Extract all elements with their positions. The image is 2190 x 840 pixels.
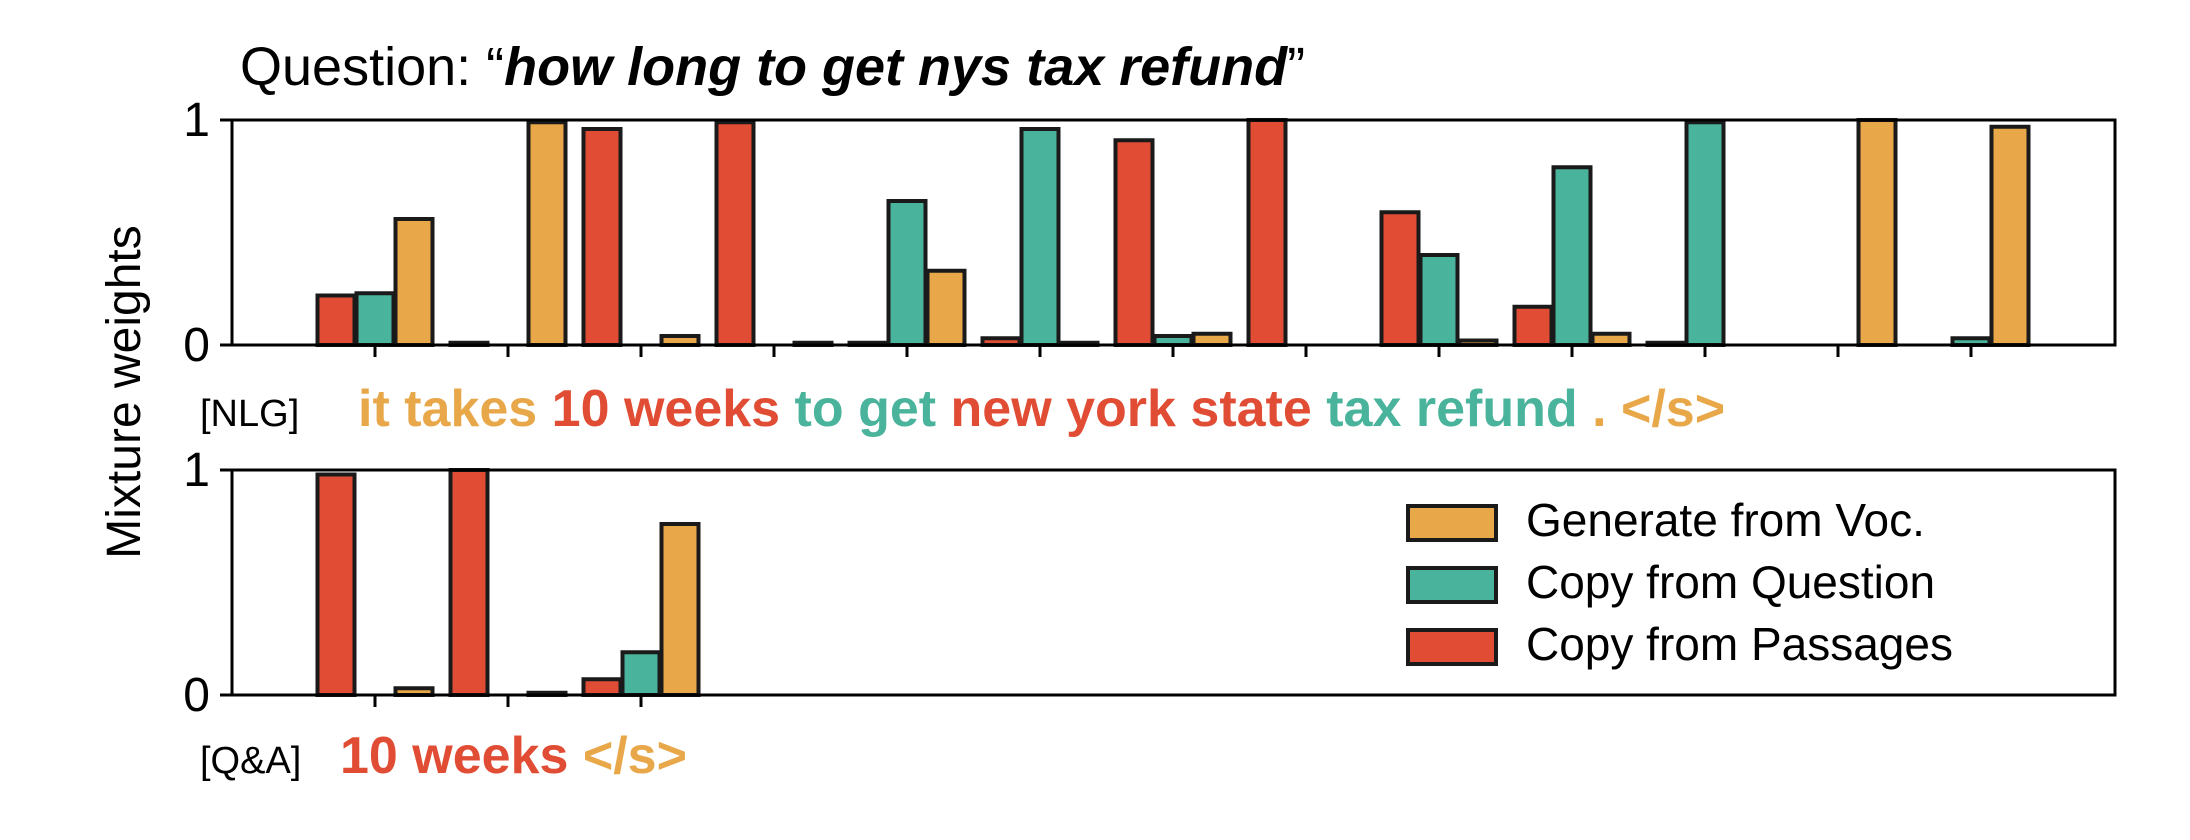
legend-label-copy_q: Copy from Question xyxy=(1526,556,1935,608)
legend-swatch-copy_q xyxy=(1406,566,1498,604)
bar-10-copy_p xyxy=(315,472,357,697)
bar-state-copy_q xyxy=(1418,253,1460,347)
token-label: it xyxy=(358,380,390,438)
bar-tax-gen xyxy=(1590,331,1632,347)
bar-s-gen xyxy=(659,522,701,697)
legend-label-gen: Generate from Voc. xyxy=(1526,494,1925,546)
bar-it-copy_q xyxy=(354,291,396,347)
bar-it-copy_p xyxy=(315,293,357,347)
bar-weeks-copy_p xyxy=(714,120,756,347)
bar-to-copy_q xyxy=(886,199,928,347)
token-label: weeks xyxy=(398,727,569,785)
chart-title: Question: “how long to get nys tax refun… xyxy=(240,36,1305,98)
row-label: [NLG] xyxy=(200,393,299,435)
bar-tax-copy_q xyxy=(1551,165,1593,347)
bar-new-copy_p xyxy=(1113,138,1155,347)
y-tick-label: 1 xyxy=(183,444,210,497)
bar-to-gen xyxy=(925,268,967,347)
legend-swatch-copy_p xyxy=(1406,628,1498,666)
token-label: . xyxy=(1578,380,1607,438)
legend-swatch-gen xyxy=(1406,504,1498,542)
bar-s-copy_q xyxy=(620,650,662,697)
axes-frame xyxy=(230,118,2117,347)
token-label: 10 xyxy=(340,727,398,785)
bar-tax-copy_p xyxy=(1512,304,1554,347)
token-label: state xyxy=(1176,380,1312,438)
nlg-panel: 0 1 [NLG] it takes 10 weeks to get new york… xyxy=(183,94,2117,438)
bar-it-gen xyxy=(393,217,435,347)
token-label: refund xyxy=(1401,380,1577,438)
token-sentence: it takes 10 weeks to get new york state … xyxy=(358,380,1725,438)
token-label: </s> xyxy=(568,727,687,785)
bar-new-gen xyxy=(1191,331,1233,347)
y-tick-label: 0 xyxy=(183,319,210,372)
bar-state-copy_p xyxy=(1379,210,1421,347)
row-label: [Q&A] xyxy=(200,740,301,782)
y-tick-label: 0 xyxy=(183,669,210,722)
legend: Generate from Voc. Copy from Question Copy… xyxy=(1406,494,1953,670)
bar-takes-gen xyxy=(526,120,568,347)
bar-s-gen xyxy=(1989,124,2031,347)
bar-get-copy_q xyxy=(1019,127,1061,347)
legend-label-copy_p: Copy from Passages xyxy=(1526,618,1953,670)
bar--gen xyxy=(1856,118,1898,347)
token-label: get xyxy=(844,380,936,438)
y-tick-label: 1 xyxy=(183,94,210,147)
bar-s-copy_p xyxy=(581,677,623,697)
chart-title-suffix: ” xyxy=(1287,37,1306,97)
axes-frame xyxy=(230,468,2117,697)
token-label: 10 xyxy=(537,380,609,438)
chart-title-prefix: Question: “ xyxy=(240,37,505,97)
token-sentence: 10 weeks </s> xyxy=(340,727,687,785)
token-label: </s> xyxy=(1607,380,1726,438)
qa-panel: 0 1 [Q&A] 10 weeks </s> xyxy=(183,444,2117,785)
token-label: tax xyxy=(1312,380,1402,438)
bar-weeks-copy_p xyxy=(448,468,490,697)
token-label: new xyxy=(936,380,1052,438)
token-label: to xyxy=(780,380,844,438)
bar-refund-copy_q xyxy=(1684,120,1726,347)
y-axis-label: Mixture weights xyxy=(98,225,151,558)
chart-title-question: how long to get nys tax refund xyxy=(504,37,1288,97)
token-label: takes xyxy=(390,380,537,438)
bar-york-copy_p xyxy=(1246,118,1288,347)
token-label: weeks xyxy=(610,380,781,438)
bar-10-copy_p xyxy=(581,127,623,347)
token-label: york xyxy=(1052,380,1176,438)
